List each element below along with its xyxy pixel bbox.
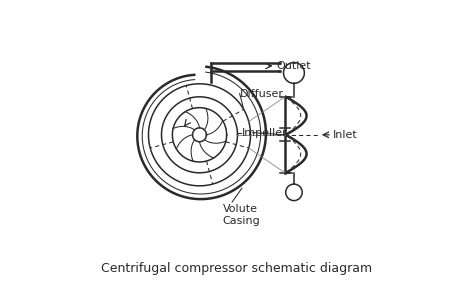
Text: Outlet: Outlet (277, 61, 311, 71)
Text: Impeller: Impeller (241, 128, 287, 138)
Text: Volute
Casing: Volute Casing (222, 204, 260, 226)
Text: Inlet: Inlet (333, 130, 358, 140)
Text: Diffuser: Diffuser (240, 89, 284, 98)
Text: Centrifugal compressor schematic diagram: Centrifugal compressor schematic diagram (101, 262, 373, 275)
